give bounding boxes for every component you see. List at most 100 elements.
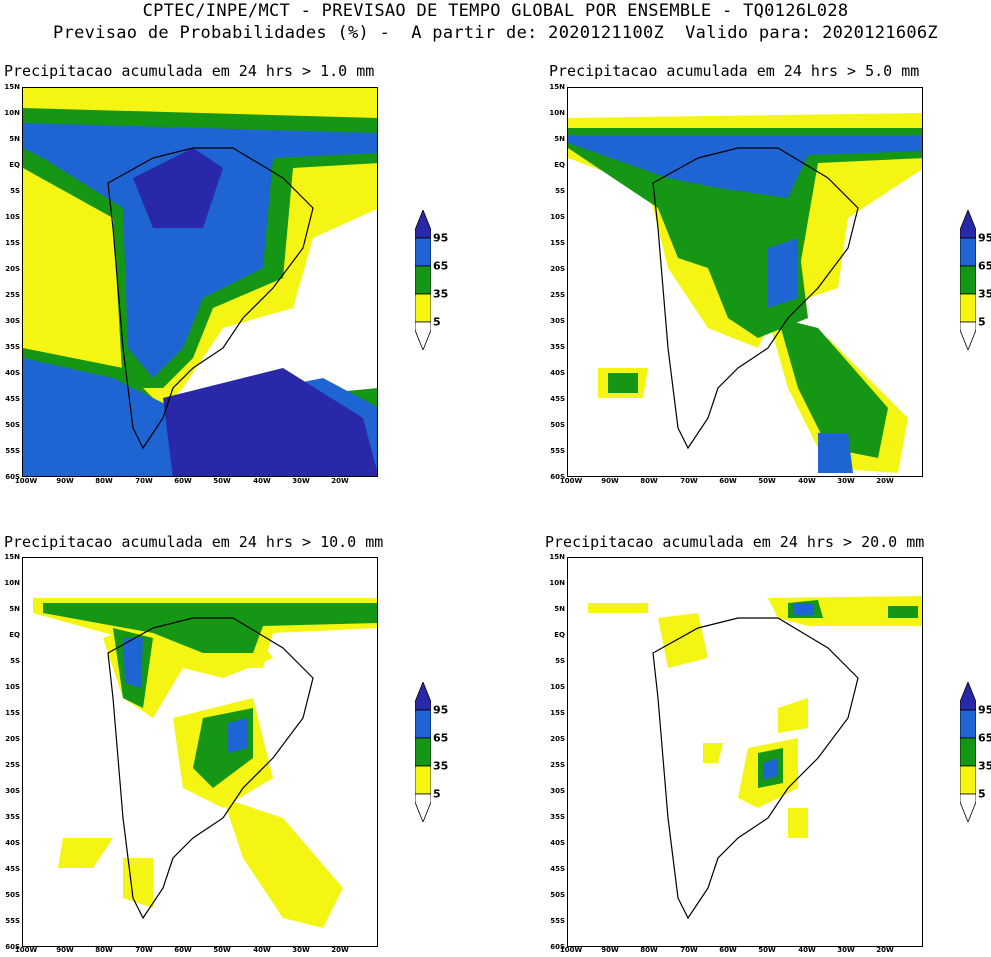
lat-tick: 20S — [550, 735, 565, 743]
lon-tick: 20W — [876, 946, 894, 954]
lat-tick: 10S — [5, 213, 20, 221]
lon-tick: 60W — [719, 946, 737, 954]
colorbar-label: 35 — [978, 287, 991, 301]
panel-2-title: Precipitacao acumulada em 24 hrs > 5.0 m… — [549, 62, 920, 80]
colorbar-label: 5 — [433, 787, 441, 801]
lon-tick: 50W — [758, 946, 776, 954]
lat-tick: 15S — [5, 239, 20, 247]
lat-tick: 20S — [550, 265, 565, 273]
lon-tick: 60W — [719, 477, 737, 485]
lon-tick: 100W — [14, 477, 38, 485]
lat-tick: 5S — [10, 657, 20, 665]
colorbar-label: 65 — [433, 259, 449, 273]
colorbar-label: 5 — [433, 315, 441, 329]
panel-3-lon-axis: 100W 90W 80W 70W 60W 50W 40W 30W 20W — [15, 946, 378, 956]
panel-1-lon-axis: 100W 90W 80W 70W 60W 50W 40W 30W 20W — [15, 477, 378, 487]
lat-tick: 5S — [555, 187, 565, 195]
lat-tick: 15S — [550, 239, 565, 247]
panel-2-field — [568, 88, 922, 476]
lat-tick: 15N — [549, 553, 565, 561]
lon-tick: 100W — [559, 946, 583, 954]
lat-tick: 5N — [554, 605, 565, 613]
colorbar-swatches — [414, 680, 432, 824]
panel-1-lat-axis: 15N 10N 5N EQ 5S 10S 15S 20S 25S 30S 35S… — [0, 83, 22, 481]
lon-tick: 70W — [680, 946, 698, 954]
lat-tick: 30S — [550, 317, 565, 325]
lat-tick: 50S — [5, 891, 20, 899]
lat-tick: 15N — [4, 553, 20, 561]
colorbar-label: 65 — [433, 731, 449, 745]
lon-tick: 70W — [680, 477, 698, 485]
lon-tick: 40W — [253, 946, 271, 954]
lon-tick: 60W — [174, 946, 192, 954]
lat-tick: 45S — [5, 865, 20, 873]
colorbar-label: 95 — [433, 231, 449, 245]
lat-tick: 55S — [550, 917, 565, 925]
lat-tick: 60S — [550, 943, 565, 951]
lon-tick: 90W — [601, 946, 619, 954]
colorbar-swatches — [414, 208, 432, 352]
lat-tick: 15N — [549, 83, 565, 91]
lat-tick: 5S — [555, 657, 565, 665]
colorbar-label: 35 — [433, 759, 449, 773]
lon-tick: 90W — [601, 477, 619, 485]
header-line-1: CPTEC/INPE/MCT - PREVISAO DE TEMPO GLOBA… — [142, 1, 849, 21]
lat-tick: 25S — [550, 291, 565, 299]
lon-tick: 60W — [174, 477, 192, 485]
lat-tick: 45S — [550, 395, 565, 403]
lat-tick: 50S — [550, 421, 565, 429]
lon-tick: 100W — [14, 946, 38, 954]
panel-3-colorbar: 95 65 35 5 — [414, 680, 475, 824]
lat-tick: 60S — [5, 473, 20, 481]
lon-tick: 30W — [837, 477, 855, 485]
lat-tick: EQ — [554, 631, 565, 639]
panel-3-lat-axis: 15N 10N 5N EQ 5S 10S 15S 20S 25S 30S 35S… — [0, 553, 22, 951]
colorbar-swatches — [959, 208, 977, 352]
lon-tick: 30W — [292, 946, 310, 954]
lat-tick: EQ — [554, 161, 565, 169]
panel-4-lat-axis: 15N 10N 5N EQ 5S 10S 15S 20S 25S 30S 35S… — [545, 553, 567, 951]
panel-2-map — [567, 87, 923, 477]
lat-tick: EQ — [9, 161, 20, 169]
lon-tick: 90W — [56, 477, 74, 485]
colorbar-swatches — [959, 680, 977, 824]
lon-tick: 80W — [640, 946, 658, 954]
lat-tick: 45S — [550, 865, 565, 873]
colorbar-label: 95 — [433, 703, 449, 717]
lat-tick: 50S — [550, 891, 565, 899]
lat-tick: 45S — [5, 395, 20, 403]
lat-tick: 15S — [5, 709, 20, 717]
lon-tick: 20W — [331, 946, 349, 954]
lat-tick: 55S — [550, 447, 565, 455]
lat-tick: 15N — [4, 83, 20, 91]
lon-tick: 50W — [758, 477, 776, 485]
lat-tick: 10S — [5, 683, 20, 691]
lat-tick: 35S — [5, 813, 20, 821]
colorbar-label: 95 — [978, 231, 991, 245]
panel-3-map — [22, 557, 378, 947]
lat-tick: 10S — [550, 213, 565, 221]
colorbar-label: 65 — [978, 731, 991, 745]
panel-3-field — [23, 558, 377, 946]
lon-tick: 70W — [135, 946, 153, 954]
lon-tick: 20W — [331, 477, 349, 485]
lat-tick: 40S — [5, 839, 20, 847]
lat-tick: 55S — [5, 917, 20, 925]
lon-tick: 20W — [876, 477, 894, 485]
lat-tick: 10N — [4, 109, 20, 117]
lon-tick: 30W — [837, 946, 855, 954]
lat-tick: 10N — [549, 109, 565, 117]
lat-tick: EQ — [9, 631, 20, 639]
panel-4-map — [567, 557, 923, 947]
lat-tick: 5N — [9, 135, 20, 143]
lon-tick: 30W — [292, 477, 310, 485]
lat-tick: 35S — [550, 813, 565, 821]
panel-4-colorbar: 95 65 35 5 — [959, 680, 991, 824]
panel-3-title: Precipitacao acumulada em 24 hrs > 10.0 … — [4, 533, 384, 551]
lat-tick: 5N — [554, 135, 565, 143]
colorbar-label: 65 — [978, 259, 991, 273]
lat-tick: 35S — [5, 343, 20, 351]
lat-tick: 20S — [5, 265, 20, 273]
panel-2-lat-axis: 15N 10N 5N EQ 5S 10S 15S 20S 25S 30S 35S… — [545, 83, 567, 481]
lat-tick: 25S — [5, 761, 20, 769]
